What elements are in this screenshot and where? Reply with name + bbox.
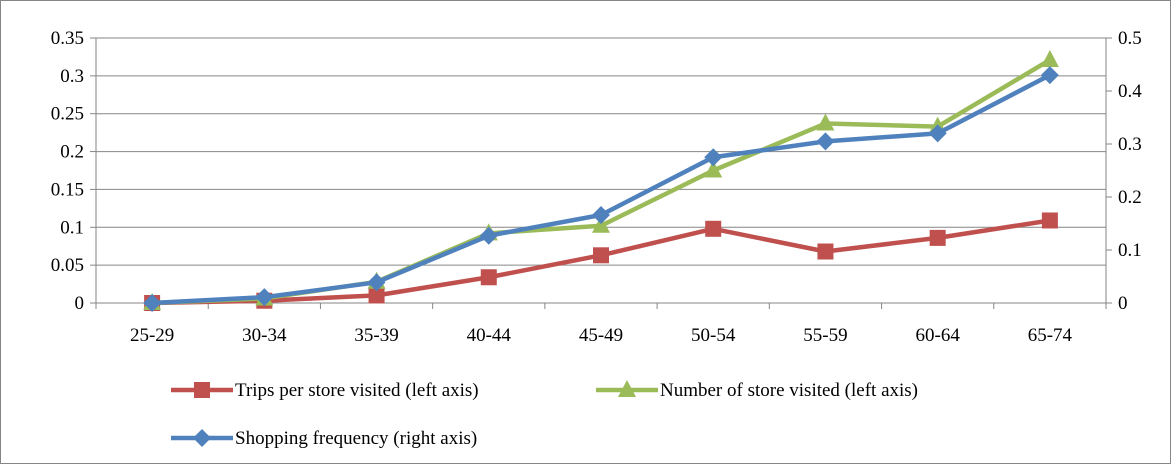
data-point [480,269,497,286]
legend-marker [618,380,636,397]
data-point [1040,66,1059,85]
data-point [816,132,835,151]
y-right-tick-label: 0.2 [1118,187,1142,208]
y-left-tick-label: 0 [75,293,85,314]
data-point [479,226,498,245]
y-left-tick-label: 0.1 [60,217,84,238]
data-point [367,273,386,292]
x-tick-label: 30-34 [242,325,287,346]
x-tick-label: 25-29 [130,325,174,346]
data-point [817,243,834,260]
y-left-tick-label: 0.15 [51,179,84,200]
data-point [704,160,723,178]
x-tick-label: 35-39 [354,325,398,346]
legend-label: Trips per store visited (left axis) [235,380,479,401]
data-point [255,288,274,307]
data-point [592,215,610,233]
data-point [705,220,722,237]
data-point [592,206,610,225]
y-right-tick-label: 0.5 [1118,28,1142,49]
y-right-tick-label: 0 [1118,293,1128,314]
y-right-tick-label: 0.1 [1118,240,1142,261]
data-point [368,287,385,304]
y-left-tick-label: 0.35 [51,28,84,49]
data-point [143,294,162,312]
y-left-tick-label: 0.25 [51,104,84,125]
data-point [1041,212,1058,229]
x-tick-label: 50-54 [691,325,736,346]
y-right-tick-label: 0.4 [1118,81,1142,102]
legend-label: Shopping frequency (right axis) [235,428,477,449]
y-left-tick-label: 0.3 [60,66,84,87]
legend-marker [193,429,211,447]
x-tick-label: 60-64 [916,325,961,346]
data-point [1040,49,1059,67]
x-tick-label: 45-49 [579,325,623,346]
y-left-tick-label: 0.05 [51,255,84,276]
x-tick-label: 40-44 [467,325,512,346]
series-line-2 [152,58,1052,306]
y-right-tick-label: 0.3 [1118,134,1142,155]
legend-label: Number of store visited (left axis) [660,380,918,401]
y-left-tick-label: 0.2 [60,142,84,163]
legend-marker [194,382,210,398]
data-point [704,148,723,167]
data-point [929,229,946,246]
data-point [593,247,609,264]
x-tick-label: 55-59 [803,325,847,346]
x-tick-label: 65-74 [1028,325,1073,346]
data-point [816,113,835,131]
